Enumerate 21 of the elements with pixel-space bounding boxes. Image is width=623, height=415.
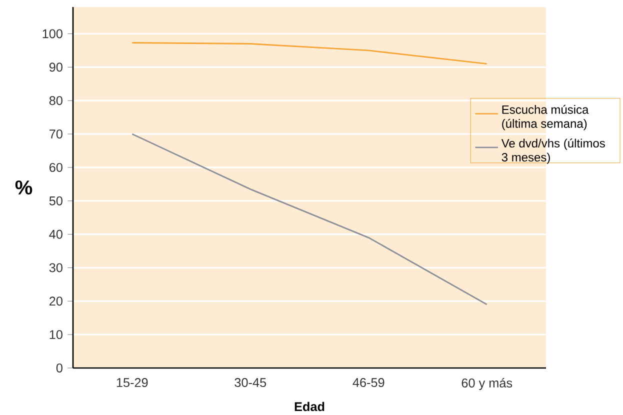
y-tick-label: 10 xyxy=(50,330,62,340)
y-tick-label: 40 xyxy=(49,230,62,239)
legend-label: Ve dvd/vhs (últimos 3 meses) xyxy=(501,138,605,164)
y-tick-label: 20 xyxy=(50,296,62,306)
x-tick-label: 30-45 xyxy=(234,378,266,388)
y-tick-label: 30 xyxy=(49,263,62,272)
y-axis-title: % xyxy=(15,180,32,195)
y-tick-label: 100 xyxy=(42,29,62,38)
x-axis-title: Edad xyxy=(294,402,324,412)
line-series xyxy=(131,42,488,65)
y-tick-label: 90 xyxy=(49,62,62,72)
y-tick-label: 50 xyxy=(49,196,62,206)
y-tick-label: 0 xyxy=(56,364,62,372)
x-tick-label: 15-29 xyxy=(116,378,148,388)
legend-label: Escucha música (última semana) xyxy=(502,104,589,130)
y-tick-label: 80 xyxy=(49,96,62,106)
x-tick-label: 60 y más xyxy=(462,378,512,390)
line-series xyxy=(131,133,488,306)
y-tick-label: 60 xyxy=(50,162,62,172)
y-tick-label: 70 xyxy=(50,130,62,139)
x-tick-label: 46-59 xyxy=(352,378,384,388)
